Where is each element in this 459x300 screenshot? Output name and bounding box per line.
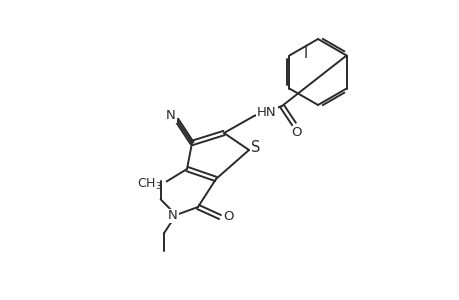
Text: CH$_3$: CH$_3$	[137, 177, 162, 192]
Text: O: O	[223, 211, 234, 224]
Text: HN: HN	[257, 106, 276, 119]
Text: I: I	[303, 46, 307, 61]
Text: S: S	[251, 140, 260, 155]
Text: N: N	[168, 209, 178, 223]
Text: O: O	[291, 125, 302, 139]
Text: N: N	[165, 109, 175, 122]
